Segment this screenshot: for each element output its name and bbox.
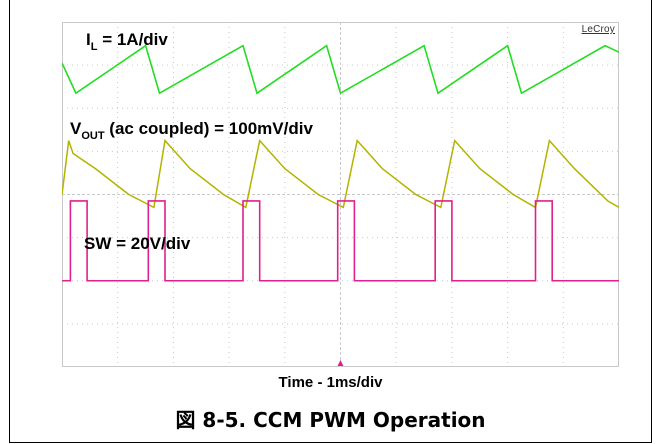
- figure-frame: [9, 0, 652, 443]
- figure-caption: 図 8-5. CCM PWM Operation: [175, 408, 486, 432]
- oscilloscope-screen: C1C4C2 IL = 1A/div VOUT (ac coupled) = 1…: [62, 22, 619, 367]
- scope-plot: C1C4C2: [62, 22, 619, 367]
- sw-scale-label: SW = 20V/div: [84, 234, 191, 253]
- x-axis-label: Time - 1ms/div: [278, 374, 383, 391]
- vout-scale-label: VOUT (ac coupled) = 100mV/div: [70, 119, 313, 142]
- trigger-time-marker: [337, 360, 344, 366]
- sw-trace: [62, 200, 619, 282]
- il-trace: [62, 44, 619, 95]
- vout-trace: [62, 138, 619, 209]
- il-scale-label: IL = 1A/div: [86, 30, 168, 53]
- scope-brand: LeCroy: [581, 24, 615, 35]
